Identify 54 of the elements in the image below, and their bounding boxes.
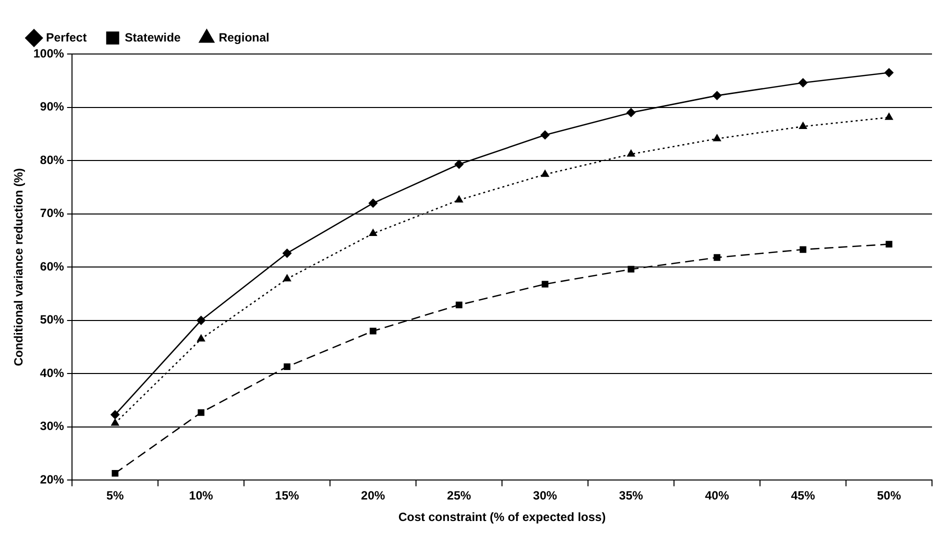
y-tick-label: 40% — [40, 366, 64, 380]
point — [626, 108, 636, 118]
point — [455, 195, 464, 202]
y-tick-label: 30% — [40, 419, 64, 434]
point — [197, 334, 206, 342]
point — [198, 409, 204, 416]
point — [798, 78, 808, 88]
x-tick-label: 20% — [361, 488, 386, 503]
y-tick-label: 60% — [40, 259, 64, 274]
y-tick-label: 90% — [40, 100, 64, 114]
y-axis-title: Conditional variance reduction (%) — [12, 168, 26, 366]
point — [885, 112, 893, 120]
x-axis-title: Cost constraint (% of expected loss) — [398, 510, 606, 524]
point — [628, 266, 634, 273]
legend-label: Perfect — [46, 30, 87, 44]
x-tick-label: 25% — [447, 488, 472, 503]
point — [627, 150, 635, 157]
y-tick-label: 20% — [40, 472, 64, 487]
legend-label: Statewide — [124, 30, 182, 44]
point — [368, 198, 378, 208]
x-tick-label: 50% — [876, 488, 902, 503]
point — [283, 274, 292, 282]
x-tick-label: 15% — [275, 488, 300, 503]
x-tick-label: 45% — [791, 488, 816, 503]
y-tick-label: 70% — [40, 206, 64, 220]
point — [540, 130, 550, 140]
point — [282, 248, 292, 258]
x-tick-label: 40% — [705, 488, 730, 503]
point — [884, 68, 894, 78]
y-tick-label: 80% — [40, 152, 64, 167]
x-tick-label: 10% — [189, 488, 214, 503]
point — [454, 160, 464, 169]
point — [713, 134, 721, 142]
point — [369, 229, 378, 236]
point — [799, 122, 807, 129]
point — [111, 418, 120, 426]
point — [714, 254, 720, 261]
point — [196, 316, 206, 325]
x-tick-label: 30% — [533, 488, 558, 503]
point — [542, 280, 548, 288]
y-tick-label: 100% — [33, 46, 64, 60]
legend-label: Regional — [218, 30, 270, 44]
y-tick-label: 50% — [40, 312, 64, 327]
point — [284, 363, 290, 370]
point — [370, 328, 376, 334]
point — [886, 240, 892, 248]
x-tick-label: 5% — [106, 488, 124, 503]
point — [110, 410, 120, 420]
point — [456, 302, 462, 308]
point — [800, 246, 806, 253]
point — [541, 170, 550, 177]
point — [712, 91, 722, 100]
point — [112, 470, 118, 477]
x-tick-label: 35% — [619, 488, 644, 503]
